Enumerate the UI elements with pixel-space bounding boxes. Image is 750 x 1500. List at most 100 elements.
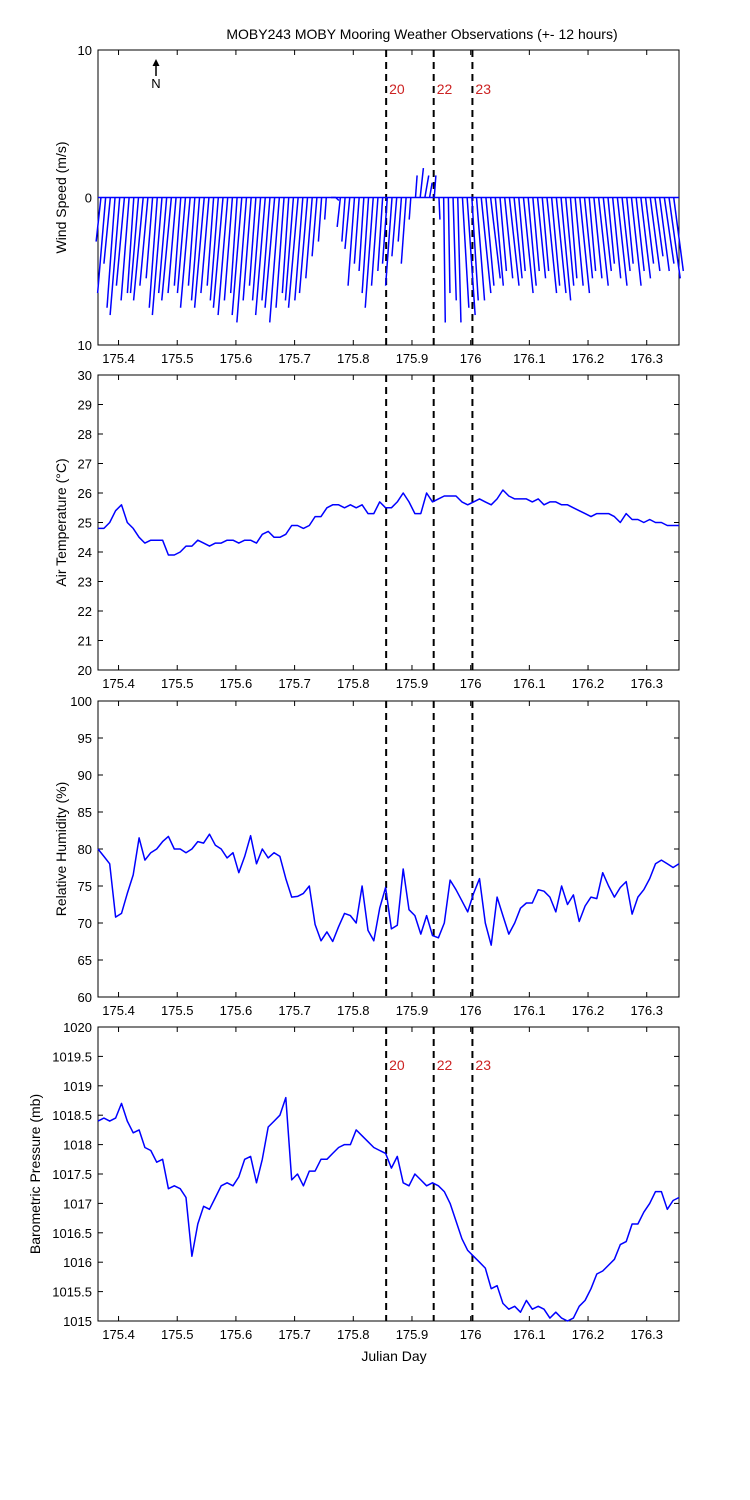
x-tick-label: 175.4 xyxy=(102,351,135,366)
wind-vector xyxy=(485,197,495,286)
wind-vector xyxy=(148,197,159,308)
wind-vector xyxy=(621,197,631,272)
north-arrowhead-icon xyxy=(152,59,160,66)
x-tick-label: 175.5 xyxy=(161,1003,194,1018)
x-tick-label: 175.9 xyxy=(396,351,429,366)
wind-vector xyxy=(223,197,234,301)
x-tick-label: 175.7 xyxy=(278,676,311,691)
wind-vector xyxy=(518,197,526,272)
wind-vector xyxy=(209,197,220,301)
wind-vector xyxy=(466,197,476,316)
wind-vector xyxy=(597,197,609,286)
wind-vector xyxy=(640,197,652,279)
wind-vector xyxy=(475,197,486,301)
y-tick-label: 90 xyxy=(78,768,92,783)
wind-vector xyxy=(560,197,572,301)
wind-vector xyxy=(384,197,393,286)
wind-vector xyxy=(602,197,613,272)
wind-vector xyxy=(229,197,238,294)
x-tick-label: 175.9 xyxy=(396,676,429,691)
wind-vector xyxy=(103,197,112,264)
wind-vector xyxy=(433,175,437,198)
x-tick-label: 176.3 xyxy=(630,1327,663,1342)
wind-vector xyxy=(347,197,356,286)
wind-vector xyxy=(644,197,655,264)
wind-vector xyxy=(424,175,430,198)
series-line xyxy=(98,489,679,556)
wind-vector xyxy=(157,197,168,294)
y-tick-label: 95 xyxy=(78,731,92,746)
wind-vector xyxy=(353,197,360,264)
wind-vector xyxy=(344,197,351,250)
wind-vector xyxy=(616,197,628,286)
y-tick-label: 1016 xyxy=(63,1255,92,1270)
wind-vector xyxy=(536,197,547,279)
wind-vector xyxy=(579,197,591,294)
wind-vector xyxy=(242,197,252,301)
x-tick-label: 175.8 xyxy=(337,676,370,691)
wind-vector xyxy=(452,197,458,301)
wind-vector xyxy=(193,197,205,308)
wind-vector xyxy=(607,197,616,264)
x-tick-label: 175.8 xyxy=(337,351,370,366)
x-tick-label: 175.7 xyxy=(278,1003,311,1018)
x-tick-label: 175.8 xyxy=(337,1003,370,1018)
x-tick-label: 176.2 xyxy=(572,351,605,366)
x-tick-label: 175.9 xyxy=(396,1327,429,1342)
y-tick-label: 10 xyxy=(78,43,92,58)
wind-vector xyxy=(583,197,594,279)
y-tick-label: 1018 xyxy=(63,1138,92,1153)
wind-vector xyxy=(281,197,290,294)
y-axis-label: Barometric Pressure (mb) xyxy=(27,1094,43,1254)
x-tick-label: 176 xyxy=(460,676,482,691)
wind-vector xyxy=(248,197,257,286)
wind-vector xyxy=(115,197,126,286)
axes-frame xyxy=(97,374,680,671)
wind-vector xyxy=(630,197,642,286)
x-tick-label: 176.3 xyxy=(630,676,663,691)
x-tick-label: 176.2 xyxy=(572,1003,605,1018)
wind-vector xyxy=(145,197,154,279)
y-tick-label: 1017.5 xyxy=(52,1167,92,1182)
wind-vector xyxy=(370,197,379,286)
wind-vector xyxy=(588,197,597,272)
wind-vector xyxy=(206,197,215,286)
wind-vector xyxy=(217,197,229,316)
y-tick-label: 1016.5 xyxy=(52,1226,92,1241)
wind-vector xyxy=(335,196,340,201)
wind-vector xyxy=(438,197,441,220)
y-tick-label: 26 xyxy=(78,486,92,501)
wind-vector xyxy=(126,197,135,294)
wind-vector xyxy=(161,197,173,301)
y-tick-label: 80 xyxy=(78,842,92,857)
y-tick-label: 70 xyxy=(78,916,92,931)
wind-vector xyxy=(397,197,403,242)
wind-vector xyxy=(649,197,661,272)
x-tick-label: 175.6 xyxy=(220,1003,253,1018)
y-tick-label: 20 xyxy=(78,663,92,678)
wind-vector xyxy=(305,197,313,279)
y-tick-label: 23 xyxy=(78,575,92,590)
wind-vector xyxy=(654,197,664,257)
wind-vector xyxy=(361,197,370,294)
y-tick-label: 27 xyxy=(78,457,92,472)
wind-vector xyxy=(442,197,447,323)
wind-vector xyxy=(200,197,210,294)
y-tick-label: 29 xyxy=(78,398,92,413)
y-tick-label: 60 xyxy=(78,990,92,1005)
wind-vector xyxy=(522,197,534,294)
wind-vector xyxy=(668,197,681,279)
north-indicator: N xyxy=(151,59,161,91)
x-tick-label: 175.6 xyxy=(220,1327,253,1342)
y-tick-label: 30 xyxy=(78,368,92,383)
wind-vector xyxy=(541,197,550,272)
x-tick-label: 175.7 xyxy=(278,351,311,366)
wind-vector xyxy=(457,197,462,323)
y-tick-label: 0 xyxy=(85,191,92,206)
series-line xyxy=(97,1096,680,1322)
wind-vector xyxy=(364,197,374,308)
wind-vector xyxy=(264,197,276,308)
wind-vector xyxy=(658,197,670,272)
wind-vector xyxy=(298,197,309,294)
